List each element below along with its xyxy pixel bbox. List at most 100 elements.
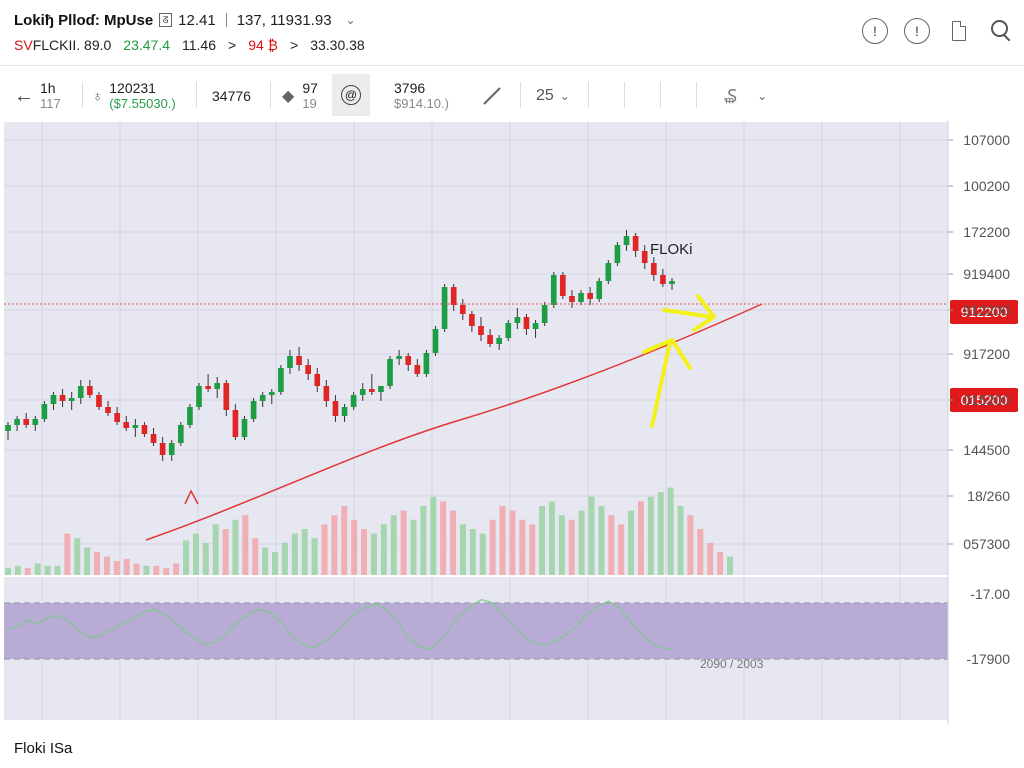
volume-bar — [133, 563, 140, 575]
yellow-arrow-right — [662, 308, 714, 319]
price-axis-label: 912200 — [963, 302, 1010, 318]
candle-body — [41, 404, 48, 419]
volume-bar — [94, 552, 101, 575]
interval-selector[interactable]: 1h 117 — [40, 74, 61, 118]
volume-bar — [618, 524, 625, 575]
interval-label: 1h — [40, 80, 56, 96]
candle-body — [250, 401, 257, 419]
volume-bar — [390, 515, 397, 575]
price-axis-label: 100200 — [963, 178, 1010, 194]
volume-bar — [242, 515, 249, 575]
candle-body — [14, 419, 20, 425]
candle-body — [441, 287, 448, 329]
volume-bar — [608, 515, 615, 575]
volume-bar — [321, 524, 328, 575]
volume-bar — [232, 519, 239, 575]
candle-body — [132, 425, 139, 428]
candle-body — [660, 275, 666, 284]
volume-bar — [410, 519, 417, 575]
eth-icon: ◆ — [282, 88, 295, 105]
info-icon[interactable]: ! — [862, 18, 888, 44]
volume-bar — [370, 533, 377, 575]
candle-body — [287, 356, 293, 368]
chevron-down-icon: ⌄ — [757, 89, 768, 103]
toolbar-divider — [660, 82, 661, 108]
pair-title[interactable]: Lokiђ Plloɗ: MpUse — [14, 11, 154, 29]
document-icon[interactable] — [946, 18, 972, 44]
header-actions: ! ! — [862, 18, 1014, 44]
volume-bar — [74, 538, 81, 575]
candle-body — [168, 443, 175, 455]
candle-body — [487, 335, 493, 344]
alert-icon[interactable]: ! — [904, 18, 930, 44]
candle-body — [159, 443, 166, 455]
volume-bar — [173, 563, 180, 575]
candle-body — [232, 410, 239, 437]
candle-body — [323, 386, 330, 401]
volume-bar — [588, 496, 595, 575]
draw-tool-button[interactable] — [480, 74, 504, 118]
candle-body — [614, 245, 621, 263]
volume-bar — [717, 552, 724, 575]
candle-body — [505, 323, 512, 338]
candle-body — [623, 236, 630, 245]
volume-bar — [34, 563, 41, 575]
price-axis-label: 015200 — [963, 392, 1010, 408]
price-axis-label: 144500 — [963, 442, 1010, 458]
chevron-down-icon[interactable]: ⌄ — [345, 13, 356, 27]
candle-body — [77, 386, 84, 398]
pin-sub: ($7.55030.) — [109, 96, 176, 111]
price-axis-label: 172200 — [963, 224, 1010, 240]
pin-stat[interactable]: ♁ 120231 ($7.55030.) — [92, 74, 176, 118]
indicator-date-label: 2090 / 2003 — [700, 657, 764, 671]
volume-bar — [44, 565, 51, 575]
volume-bar — [479, 533, 486, 575]
pin-icon: ♁ — [92, 87, 104, 105]
price-axis-label: 107000 — [963, 132, 1010, 148]
count-selector[interactable]: 25 ⌄ — [536, 74, 570, 118]
volume-bar — [143, 565, 150, 575]
volume-bar — [202, 542, 209, 575]
yellow-arrow-up — [650, 340, 672, 428]
pin-value: 120231 — [109, 80, 156, 96]
volume-bar — [103, 556, 110, 575]
back-button[interactable]: ← — [14, 74, 34, 118]
candle-body — [632, 236, 639, 251]
volume-bar — [212, 524, 219, 575]
volume-bar — [568, 519, 575, 575]
volume-bar — [598, 506, 605, 575]
candle-body — [50, 395, 57, 404]
volume-bar — [5, 568, 11, 575]
search-icon[interactable] — [988, 18, 1014, 44]
volume-bar — [450, 510, 457, 575]
candle-body — [32, 419, 39, 425]
volume-bar — [192, 533, 199, 575]
volume-bar — [637, 501, 644, 575]
count-value: 25 — [536, 87, 554, 104]
volume-bar — [113, 561, 120, 575]
eth-stat[interactable]: ◆ 97 19 — [282, 74, 318, 118]
currency-icon: ₷ — [724, 86, 738, 106]
price-marker-1: 912200 — [961, 304, 1008, 320]
volume-bar — [400, 510, 407, 575]
currency-selector[interactable]: ₷ ⌄ — [724, 74, 767, 118]
mid-stat: 34776 — [212, 74, 251, 118]
candle-body — [187, 407, 193, 425]
volume-bar — [14, 565, 21, 575]
candle-body — [350, 395, 357, 407]
mention-button[interactable]: @ — [332, 74, 370, 116]
toolbar-divider — [270, 82, 271, 108]
price-chart[interactable]: 912200 015200 FLOKi 2090 / 2003 -17.00 -1790… — [0, 120, 1024, 724]
volume-bar — [163, 568, 170, 575]
chart-area[interactable]: 912200 015200 FLOKi 2090 / 2003 -17.00 -1790… — [0, 120, 1024, 724]
toolbar-divider — [196, 82, 197, 108]
volume-bar — [509, 510, 516, 575]
yellow-arrowhead-right — [692, 294, 716, 332]
candle-body — [405, 356, 412, 365]
candle-body — [196, 386, 202, 407]
candle-body — [469, 314, 475, 326]
candle-body — [532, 323, 539, 329]
indicator-axis-label: -17.00 — [970, 586, 1010, 602]
volume-bar — [420, 506, 427, 575]
volume-bar — [628, 510, 635, 575]
